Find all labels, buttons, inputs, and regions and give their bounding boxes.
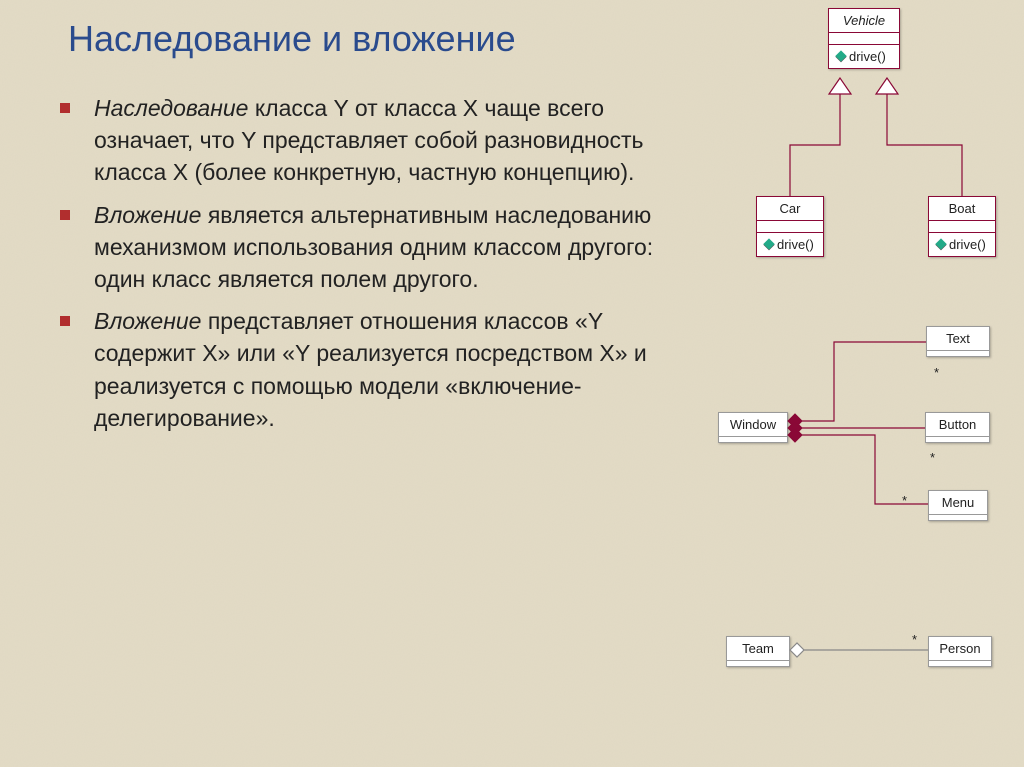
separator [929,660,991,666]
bullet-item: Вложение является альтернативным наследо… [60,199,660,296]
visibility-icon [835,50,846,61]
class-name: Menu [929,491,987,514]
uml-class-person: Person [928,636,992,667]
uml-class-button: Button [925,412,990,443]
class-fields [829,32,899,44]
separator [926,436,989,442]
class-name: Team [727,637,789,660]
class-name: Window [719,413,787,436]
separator [727,660,789,666]
bullet-text: Наследование класса Y от класса X чаще в… [94,92,660,189]
class-name: Car [757,197,823,220]
uml-class-window: Window [718,412,788,443]
class-name: Vehicle [829,9,899,32]
visibility-icon [935,238,946,249]
uml-class-car: Car drive() [756,196,824,257]
multiplicity-label: * [912,632,917,647]
bullet-marker [60,103,70,113]
class-name: Boat [929,197,995,220]
bullet-marker [60,316,70,326]
class-fields [929,220,995,232]
class-methods: drive() [829,44,899,68]
multiplicity-label: * [930,450,935,465]
separator [927,350,989,356]
class-name: Person [929,637,991,660]
bullet-text: Вложение представляет отношения классов … [94,305,660,434]
uml-class-boat: Boat drive() [928,196,996,257]
class-methods: drive() [929,232,995,256]
multiplicity-label: * [902,493,907,508]
bullet-list: Наследование класса Y от класса X чаще в… [60,92,660,444]
bullet-item: Вложение представляет отношения классов … [60,305,660,434]
bullet-item: Наследование класса Y от класса X чаще в… [60,92,660,189]
uml-class-team: Team [726,636,790,667]
separator [929,514,987,520]
uml-class-vehicle: Vehicle drive() [828,8,900,69]
class-name: Text [927,327,989,350]
slide-title: Наследование и вложение [68,18,516,60]
bullet-text: Вложение является альтернативным наследо… [94,199,660,296]
separator [719,436,787,442]
class-name: Button [926,413,989,436]
class-fields [757,220,823,232]
class-methods: drive() [757,232,823,256]
uml-class-menu: Menu [928,490,988,521]
multiplicity-label: * [934,365,939,380]
visibility-icon [763,238,774,249]
bullet-marker [60,210,70,220]
uml-class-text: Text [926,326,990,357]
